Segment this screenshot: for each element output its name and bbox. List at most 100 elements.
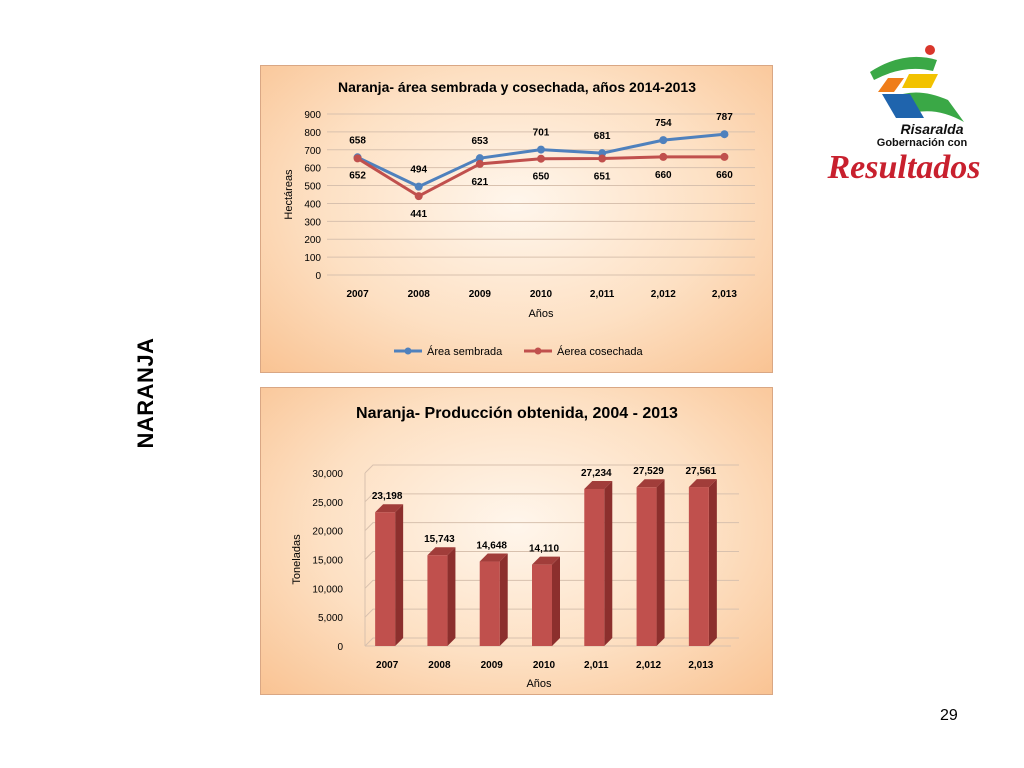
line-chart-data-label: 441 xyxy=(410,209,427,220)
bar-chart-xtick-label: 2009 xyxy=(481,660,504,671)
legend-label: Áerea cosechada xyxy=(557,345,643,358)
line-chart-ytick-label: 400 xyxy=(304,199,321,210)
line-chart-point xyxy=(475,159,484,168)
bar-chart-xlabel: Años xyxy=(526,678,552,690)
bar-chart-gridline xyxy=(364,522,739,532)
production-bar-chart-svg: Naranja- Producción obtenida, 2004 - 201… xyxy=(291,405,739,690)
line-chart-ytick-label: 800 xyxy=(304,128,321,139)
logo-body-shape xyxy=(902,74,938,88)
page-number: 29 xyxy=(940,707,958,724)
logo-blue-shape xyxy=(882,94,924,118)
line-chart-xtick-label: 2,012 xyxy=(651,289,676,300)
bar-chart-ytick-label: 0 xyxy=(337,642,343,653)
bar-chart-gridline xyxy=(364,551,739,560)
line-chart-ytick-label: 700 xyxy=(304,146,321,157)
bar xyxy=(584,488,605,646)
legend-label: Área sembrada xyxy=(427,345,503,358)
line-chart-ytick-label: 0 xyxy=(315,271,321,282)
bar-side-face xyxy=(447,547,456,646)
logo-head-shape xyxy=(925,45,935,55)
bar-data-label: 15,743 xyxy=(424,534,455,545)
line-chart-data-label: 701 xyxy=(533,128,550,139)
line-chart-data-label: 787 xyxy=(716,112,733,123)
bar-data-label: 27,529 xyxy=(633,466,664,477)
line-chart-point xyxy=(720,152,729,161)
bar-data-label: 23,198 xyxy=(372,491,403,502)
gobernacion-logo: Risaralda Gobernación con Resultados xyxy=(812,44,992,190)
line-chart-xtick-label: 2008 xyxy=(408,289,431,300)
bar xyxy=(688,487,709,646)
line-chart-ytick-label: 300 xyxy=(304,217,321,228)
line-chart-xlabel: Años xyxy=(528,308,554,320)
legend-marker xyxy=(404,347,412,355)
line-chart-ytick-label: 200 xyxy=(304,235,321,246)
bar-chart-ytick-label: 15,000 xyxy=(312,556,343,567)
line-chart-ylabel: Hectáreas xyxy=(283,169,295,220)
line-chart-data-label: 650 xyxy=(533,172,550,183)
line-chart-data-label: 681 xyxy=(594,131,611,142)
legend-marker xyxy=(534,347,542,355)
bar-top-face xyxy=(427,547,456,556)
bar-chart-xtick-label: 2010 xyxy=(533,660,556,671)
logo-graphic: Risaralda Gobernación con Resultados xyxy=(826,45,981,186)
bar-chart-gridline xyxy=(364,464,739,474)
bar-chart-ytick-label: 25,000 xyxy=(312,498,343,509)
line-chart-data-label: 658 xyxy=(349,135,366,146)
bar-chart-title: Naranja- Producción obtenida, 2004 - 201… xyxy=(356,405,678,422)
bar-chart-ytick-label: 20,000 xyxy=(312,527,343,538)
bar-chart-gridline xyxy=(364,637,739,647)
line-chart-data-label: 754 xyxy=(655,118,672,129)
line-chart-point xyxy=(720,130,729,139)
logo-arm-shape xyxy=(870,56,937,80)
bar-top-face xyxy=(375,504,404,513)
line-chart-xtick-label: 2010 xyxy=(530,289,553,300)
bar-side-face xyxy=(395,504,404,646)
line-chart-xtick-label: 2009 xyxy=(469,289,492,300)
line-chart-data-label: 660 xyxy=(655,170,672,181)
bar-top-face xyxy=(479,553,508,562)
line-chart-point xyxy=(598,154,607,163)
line-chart-point xyxy=(414,182,423,191)
bar-chart-gridline xyxy=(364,579,739,589)
line-chart-xtick-label: 2,011 xyxy=(590,289,615,300)
bar-top-face xyxy=(636,479,665,488)
bar-chart-ylabel: Toneladas xyxy=(291,534,303,585)
line-chart-point xyxy=(537,154,545,163)
line-chart-data-label: 621 xyxy=(472,177,489,188)
bar-data-label: 14,110 xyxy=(529,544,559,555)
bar xyxy=(479,561,500,646)
bar-chart-xtick-label: 2008 xyxy=(428,660,451,671)
bar-chart-xtick-label: 2,013 xyxy=(688,660,713,671)
production-bar-chart: Naranja- Producción obtenida, 2004 - 201… xyxy=(260,387,773,695)
bar-chart-gridline xyxy=(364,493,739,503)
line-chart-data-label: 653 xyxy=(472,136,489,147)
line-chart-point xyxy=(414,192,423,201)
line-chart-ytick-label: 600 xyxy=(304,164,321,175)
line-chart-data-label: 494 xyxy=(410,165,427,176)
bar-side-face xyxy=(656,479,665,646)
line-chart-point xyxy=(537,145,545,154)
bar-chart-xtick-label: 2,012 xyxy=(636,660,661,671)
area-line-chart: Naranja- área sembrada y cosechada, años… xyxy=(260,65,773,373)
line-chart-point xyxy=(353,154,362,163)
bar-side-face xyxy=(499,553,508,646)
line-chart-data-label: 652 xyxy=(349,170,366,181)
bar-chart-gridline xyxy=(364,608,739,618)
logo-line1: Risaralda xyxy=(900,121,963,137)
bar-chart-ytick-label: 30,000 xyxy=(312,469,343,480)
bar-chart-ytick-label: 5,000 xyxy=(318,613,343,624)
bar xyxy=(427,555,448,646)
line-chart-ytick-label: 500 xyxy=(304,182,321,193)
line-chart-xtick-label: 2007 xyxy=(346,289,369,300)
bar-chart-xtick-label: 2,011 xyxy=(584,660,609,671)
side-label: NARANJA xyxy=(131,330,161,456)
bar xyxy=(636,487,657,646)
bar-chart-ytick-label: 10,000 xyxy=(312,584,343,595)
line-chart-data-label: 651 xyxy=(594,172,611,183)
bar-side-face xyxy=(552,556,560,646)
bar-top-face xyxy=(532,556,560,565)
line-chart-xtick-label: 2,013 xyxy=(712,289,737,300)
bar-data-label: 14,648 xyxy=(476,541,507,552)
logo-orange-shape xyxy=(878,78,904,92)
bar-chart-xtick-label: 2007 xyxy=(376,660,399,671)
